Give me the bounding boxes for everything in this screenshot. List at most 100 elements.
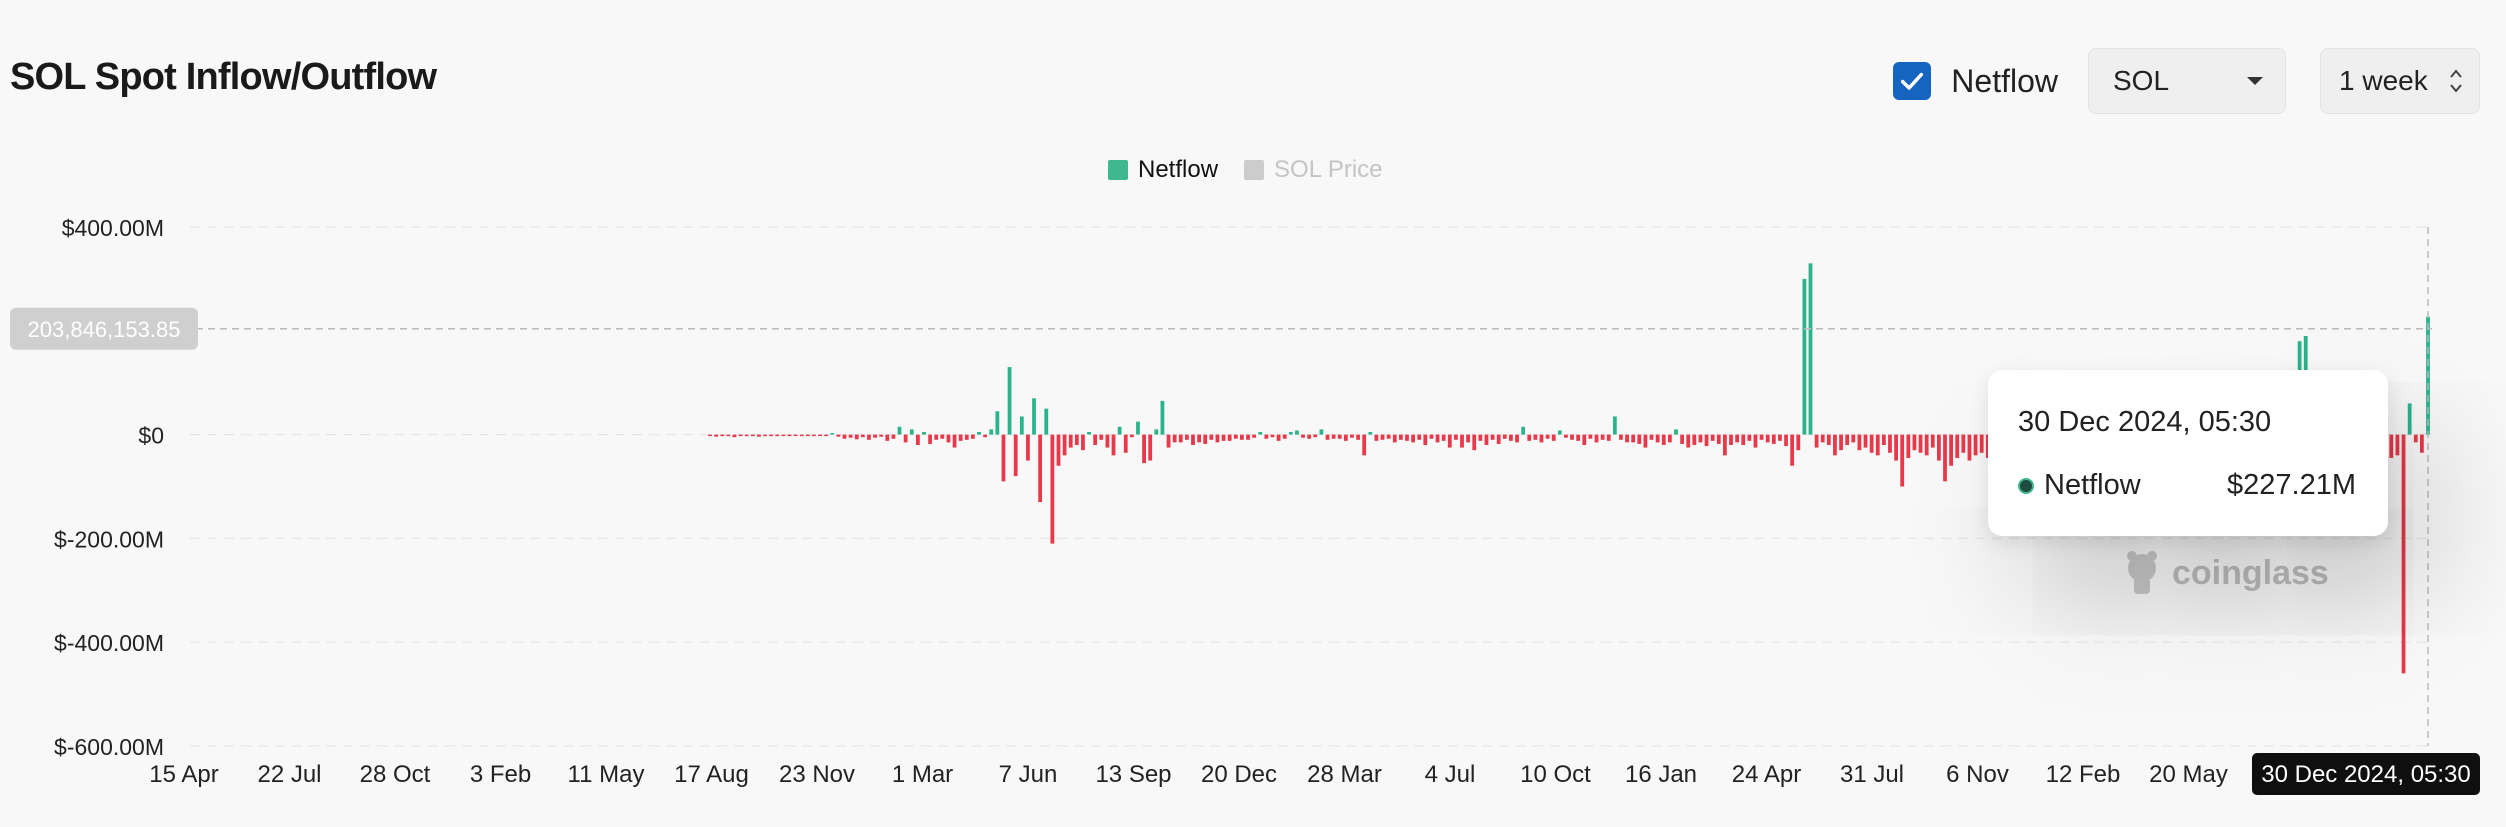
netflow-bar[interactable] [2389, 434, 2394, 458]
netflow-bar[interactable] [1191, 434, 1195, 445]
netflow-bar[interactable] [1863, 434, 1868, 448]
netflow-bar[interactable] [769, 434, 774, 437]
netflow-bar[interactable] [1246, 434, 1250, 440]
netflow-bar[interactable] [744, 434, 749, 437]
netflow-toggle[interactable]: Netflow [1893, 62, 2058, 100]
netflow-bar[interactable] [1282, 434, 1287, 439]
netflow-bar[interactable] [879, 434, 884, 437]
netflow-bar[interactable] [1912, 434, 1917, 451]
netflow-bar[interactable] [1362, 434, 1367, 456]
netflow-bar[interactable] [1276, 434, 1281, 441]
netflow-bar[interactable] [1441, 434, 1446, 441]
netflow-bar[interactable] [1888, 434, 1892, 453]
netflow-bar[interactable] [1576, 434, 1581, 441]
netflow-bar[interactable] [1307, 434, 1312, 439]
netflow-bar[interactable] [1869, 434, 1874, 453]
netflow-bar[interactable] [1661, 434, 1666, 445]
netflow-bar[interactable] [1392, 434, 1397, 443]
netflow-bar[interactable] [1062, 434, 1067, 456]
netflow-bar[interactable] [1845, 434, 1850, 445]
netflow-bar[interactable] [1007, 367, 1012, 435]
netflow-bar[interactable] [2407, 403, 2412, 435]
netflow-bar[interactable] [1735, 434, 1740, 443]
netflow-bar[interactable] [1398, 434, 1403, 440]
netflow-bar[interactable] [909, 429, 914, 435]
netflow-bar[interactable] [1221, 434, 1226, 441]
netflow-bar[interactable] [1093, 434, 1098, 445]
netflow-bar[interactable] [1105, 434, 1110, 448]
netflow-bar[interactable] [1478, 434, 1483, 441]
netflow-bar[interactable] [958, 434, 963, 441]
netflow-bar[interactable] [1258, 432, 1263, 435]
netflow-bar[interactable] [1013, 434, 1018, 477]
netflow-bar[interactable] [1019, 416, 1024, 435]
netflow-bar[interactable] [1894, 434, 1898, 461]
netflow-bar[interactable] [1680, 434, 1684, 444]
netflow-bar[interactable] [732, 434, 737, 438]
netflow-bar[interactable] [1178, 434, 1183, 443]
netflow-bar[interactable] [1166, 434, 1171, 448]
netflow-bar[interactable] [1949, 434, 1954, 466]
netflow-bar[interactable] [1435, 434, 1440, 443]
netflow-bar[interactable] [1521, 426, 1526, 435]
netflow-bar[interactable] [1826, 434, 1831, 445]
netflow-bar[interactable] [1704, 434, 1709, 447]
netflow-bar[interactable] [1619, 434, 1623, 440]
netflow-bar[interactable] [2413, 434, 2418, 443]
netflow-bar[interactable] [1496, 434, 1501, 444]
netflow-bar[interactable] [1227, 434, 1232, 441]
netflow-bar[interactable] [1985, 434, 1990, 458]
netflow-bar[interactable] [1032, 398, 1036, 435]
netflow-bar[interactable] [1796, 434, 1801, 451]
netflow-bar[interactable] [1325, 434, 1330, 440]
netflow-bar[interactable] [750, 434, 755, 437]
netflow-bar[interactable] [989, 429, 994, 435]
netflow-bar[interactable] [1460, 434, 1464, 448]
netflow-bar[interactable] [1068, 434, 1073, 448]
netflow-bar[interactable] [1215, 434, 1220, 443]
netflow-bar[interactable] [1252, 434, 1257, 438]
netflow-bar[interactable] [1973, 434, 1978, 456]
coin-select[interactable]: SOL [2088, 48, 2286, 114]
netflow-bar[interactable] [1509, 434, 1513, 441]
netflow-bar[interactable] [873, 434, 877, 438]
netflow-bar[interactable] [1857, 434, 1862, 451]
netflow-bar[interactable] [867, 434, 871, 440]
netflow-bar[interactable] [2395, 434, 2400, 456]
netflow-bar[interactable] [885, 434, 890, 441]
netflow-bar[interactable] [1759, 434, 1764, 440]
netflow-bar[interactable] [1111, 434, 1116, 456]
netflow-bar[interactable] [1790, 434, 1795, 466]
netflow-bar[interactable] [1123, 434, 1128, 453]
netflow-bar[interactable] [842, 434, 847, 439]
netflow-bar[interactable] [1270, 434, 1275, 438]
netflow-bar[interactable] [1851, 434, 1856, 443]
netflow-bar[interactable] [1710, 434, 1715, 441]
netflow-bar[interactable] [1129, 434, 1134, 438]
netflow-bar[interactable] [1142, 434, 1146, 464]
netflow-bar[interactable] [952, 434, 957, 448]
netflow-bar[interactable] [1044, 408, 1049, 435]
netflow-bar[interactable] [1050, 434, 1055, 544]
netflow-bar[interactable] [1906, 434, 1911, 458]
netflow-bar[interactable] [1778, 434, 1782, 441]
netflow-bar[interactable] [915, 434, 920, 445]
netflow-bar[interactable] [830, 433, 835, 435]
netflow-bar[interactable] [757, 434, 761, 437]
netflow-bar[interactable] [1881, 434, 1886, 445]
netflow-bar[interactable] [1545, 434, 1550, 439]
netflow-bar[interactable] [1747, 434, 1752, 441]
netflow-bar[interactable] [1087, 432, 1091, 435]
netflow-bar[interactable] [824, 434, 829, 437]
netflow-bar[interactable] [775, 434, 780, 437]
netflow-bar[interactable] [1447, 434, 1452, 448]
netflow-bar[interactable] [714, 434, 719, 437]
netflow-bar[interactable] [1643, 434, 1648, 448]
netflow-bar[interactable] [1814, 434, 1819, 448]
netflow-bar[interactable] [971, 434, 975, 439]
netflow-bar[interactable] [1117, 426, 1122, 435]
netflow-bar[interactable] [1136, 421, 1140, 435]
netflow-bar[interactable] [1582, 434, 1587, 445]
netflow-bar[interactable] [848, 434, 853, 438]
netflow-bar[interactable] [1539, 434, 1544, 443]
